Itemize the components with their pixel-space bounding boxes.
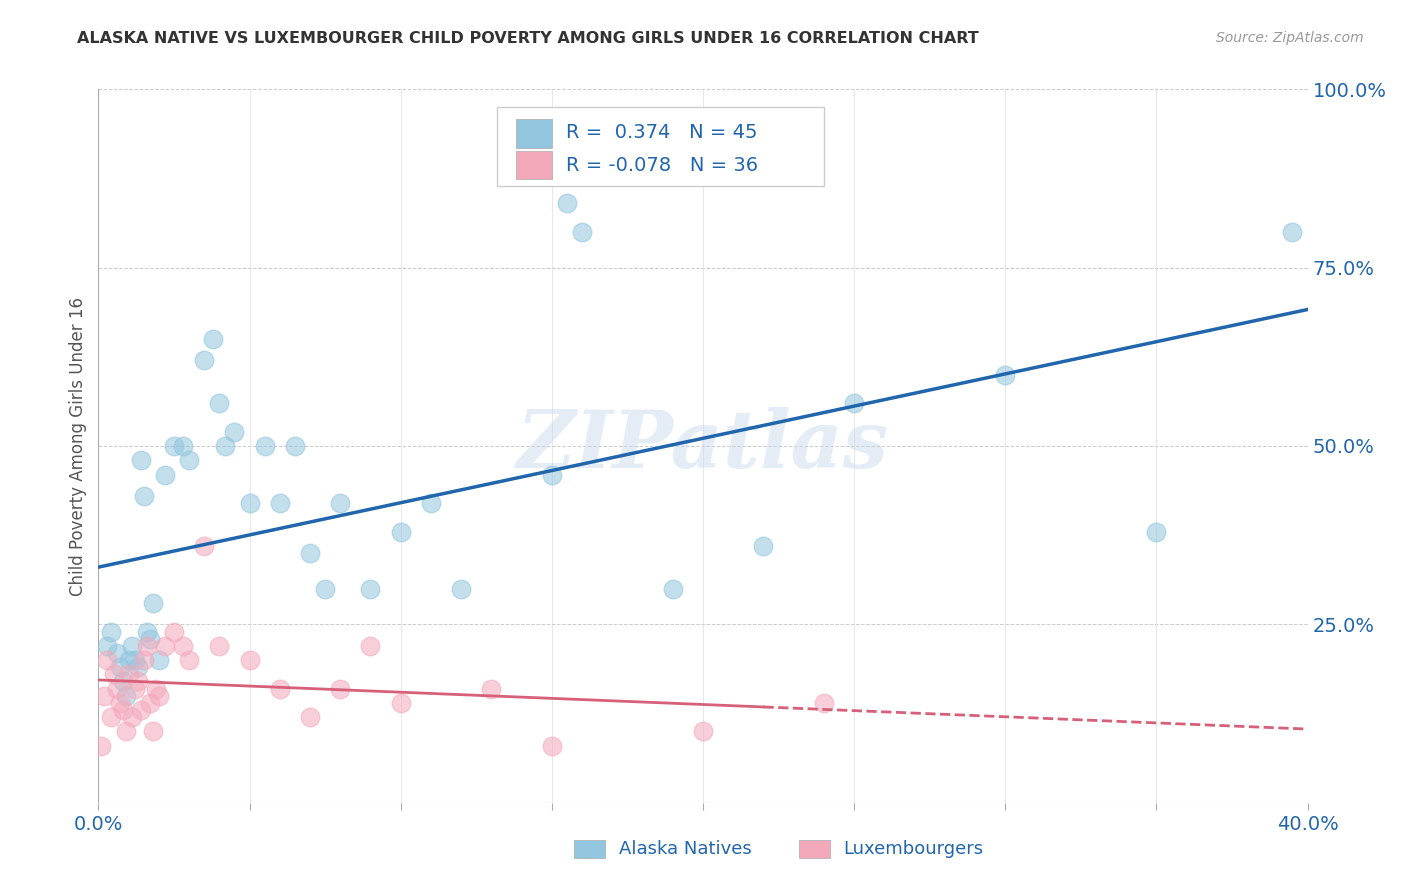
Point <box>172 439 194 453</box>
Point <box>360 639 382 653</box>
Point <box>118 667 141 681</box>
Point <box>202 332 225 346</box>
Point <box>389 696 412 710</box>
Point <box>132 653 155 667</box>
Point <box>214 439 236 453</box>
Text: Luxembourgers: Luxembourgers <box>844 840 984 858</box>
Point <box>108 660 131 674</box>
Point <box>148 689 170 703</box>
Point <box>145 681 167 696</box>
Point <box>135 639 157 653</box>
Point <box>661 582 683 596</box>
Point <box>135 624 157 639</box>
Point <box>172 639 194 653</box>
Point <box>450 582 472 596</box>
Point <box>571 225 593 239</box>
Point <box>299 710 322 724</box>
Point <box>129 453 152 467</box>
FancyBboxPatch shape <box>516 151 551 179</box>
Point <box>153 467 176 482</box>
Point <box>103 667 125 681</box>
Point <box>1281 225 1303 239</box>
Point <box>93 689 115 703</box>
Point <box>114 689 136 703</box>
Point <box>752 539 775 553</box>
Point <box>163 624 186 639</box>
Point <box>389 524 412 539</box>
Point <box>96 653 118 667</box>
Point <box>121 639 143 653</box>
Point <box>129 703 152 717</box>
Point <box>813 696 835 710</box>
Point <box>132 489 155 503</box>
Text: Alaska Natives: Alaska Natives <box>619 840 751 858</box>
Point <box>127 660 149 674</box>
Point <box>108 696 131 710</box>
Point <box>127 674 149 689</box>
Point <box>179 453 201 467</box>
FancyBboxPatch shape <box>516 120 551 148</box>
Text: R = -0.078   N = 36: R = -0.078 N = 36 <box>567 155 758 175</box>
Point <box>239 496 262 510</box>
Point <box>118 653 141 667</box>
Text: R =  0.374   N = 45: R = 0.374 N = 45 <box>567 123 758 143</box>
Point <box>1144 524 1167 539</box>
Point <box>844 396 866 410</box>
Point <box>555 196 578 211</box>
Text: ALASKA NATIVE VS LUXEMBOURGER CHILD POVERTY AMONG GIRLS UNDER 16 CORRELATION CHA: ALASKA NATIVE VS LUXEMBOURGER CHILD POVE… <box>77 31 979 46</box>
Point <box>111 703 134 717</box>
Point <box>193 353 215 368</box>
Point <box>420 496 443 510</box>
Point <box>139 632 162 646</box>
Point <box>239 653 262 667</box>
Point <box>269 496 291 510</box>
Point <box>994 368 1017 382</box>
Point <box>269 681 291 696</box>
Point <box>121 710 143 724</box>
Point <box>114 724 136 739</box>
Point <box>100 624 122 639</box>
Point <box>111 674 134 689</box>
Point <box>153 639 176 653</box>
Point <box>96 639 118 653</box>
Point <box>540 739 562 753</box>
Point <box>105 646 128 660</box>
Point <box>224 425 246 439</box>
Point <box>360 582 382 596</box>
Text: Source: ZipAtlas.com: Source: ZipAtlas.com <box>1216 31 1364 45</box>
Point <box>142 596 165 610</box>
Point <box>208 396 231 410</box>
Point <box>253 439 276 453</box>
Point <box>299 546 322 560</box>
Point <box>329 681 352 696</box>
Point <box>284 439 307 453</box>
FancyBboxPatch shape <box>498 107 824 186</box>
Point <box>124 681 146 696</box>
Point <box>105 681 128 696</box>
Point <box>139 696 162 710</box>
Point <box>163 439 186 453</box>
Point <box>90 739 112 753</box>
Point <box>481 681 503 696</box>
Point <box>142 724 165 739</box>
Point <box>314 582 336 596</box>
Point <box>124 653 146 667</box>
Point <box>208 639 231 653</box>
Point <box>692 724 714 739</box>
Point <box>540 467 562 482</box>
Y-axis label: Child Poverty Among Girls Under 16: Child Poverty Among Girls Under 16 <box>69 296 87 596</box>
Point <box>148 653 170 667</box>
Point <box>100 710 122 724</box>
Point <box>193 539 215 553</box>
Point <box>179 653 201 667</box>
Text: ZIPatlas: ZIPatlas <box>517 408 889 484</box>
Point <box>329 496 352 510</box>
